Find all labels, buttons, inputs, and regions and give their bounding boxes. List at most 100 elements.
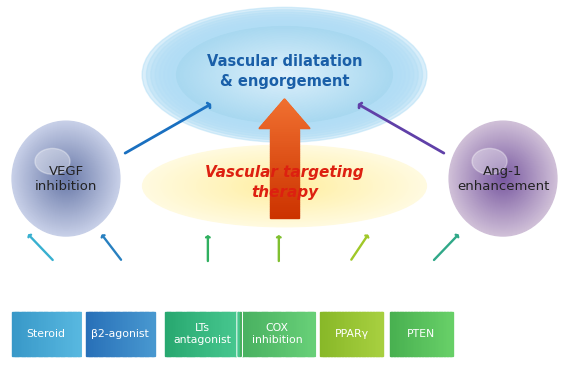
Bar (73, 312, 76, 356)
Ellipse shape (26, 135, 106, 222)
Ellipse shape (21, 131, 111, 227)
Bar (399, 312, 401, 356)
Bar (213, 312, 216, 356)
Polygon shape (267, 118, 302, 119)
Bar (24, 312, 26, 356)
Ellipse shape (198, 36, 371, 113)
Ellipse shape (180, 156, 389, 216)
Bar (270, 171, 299, 173)
Bar (271, 312, 274, 356)
Ellipse shape (500, 176, 506, 182)
Ellipse shape (484, 158, 522, 199)
Bar (403, 312, 406, 356)
Ellipse shape (164, 151, 405, 221)
Bar (390, 312, 391, 356)
Ellipse shape (55, 167, 77, 190)
Bar (125, 312, 127, 356)
Bar (377, 312, 378, 356)
Ellipse shape (187, 32, 382, 118)
Ellipse shape (174, 154, 395, 218)
Bar (88, 312, 90, 356)
Ellipse shape (54, 166, 77, 191)
Ellipse shape (217, 45, 352, 105)
Ellipse shape (37, 148, 94, 209)
Polygon shape (273, 112, 296, 113)
Text: PTEN: PTEN (407, 329, 435, 339)
Ellipse shape (249, 59, 320, 91)
Bar (50, 312, 52, 356)
Ellipse shape (472, 146, 534, 211)
Bar (378, 312, 380, 356)
Ellipse shape (485, 160, 521, 198)
Bar (405, 312, 407, 356)
Ellipse shape (241, 55, 328, 94)
Bar (270, 213, 299, 215)
Bar (270, 215, 299, 218)
Bar (53, 312, 55, 356)
Bar (93, 312, 95, 356)
Ellipse shape (466, 140, 540, 218)
Bar (228, 312, 230, 356)
Bar (255, 312, 257, 356)
Ellipse shape (151, 12, 418, 137)
Ellipse shape (258, 63, 311, 87)
Ellipse shape (261, 179, 308, 193)
Bar (224, 312, 226, 356)
Ellipse shape (178, 155, 391, 217)
Bar (303, 312, 306, 356)
Ellipse shape (242, 174, 327, 198)
Bar (270, 206, 299, 209)
Polygon shape (263, 123, 306, 124)
Bar (232, 312, 234, 356)
Ellipse shape (211, 42, 358, 108)
Polygon shape (265, 121, 304, 122)
Ellipse shape (496, 171, 510, 186)
Bar (430, 312, 432, 356)
Ellipse shape (254, 61, 315, 89)
Bar (134, 312, 136, 356)
Bar (120, 312, 122, 356)
Bar (408, 312, 410, 356)
Ellipse shape (146, 10, 423, 140)
Ellipse shape (501, 177, 505, 180)
Bar (151, 312, 153, 356)
Polygon shape (260, 126, 309, 127)
Bar (312, 312, 315, 356)
Bar (215, 312, 217, 356)
Bar (199, 312, 201, 356)
Bar (108, 312, 110, 356)
Ellipse shape (487, 161, 519, 196)
Bar (270, 184, 299, 186)
Ellipse shape (263, 180, 306, 192)
Ellipse shape (467, 140, 539, 217)
Bar (393, 312, 395, 356)
Polygon shape (269, 117, 300, 118)
Bar (26, 312, 28, 356)
Ellipse shape (28, 138, 104, 219)
Bar (46, 312, 48, 356)
Ellipse shape (228, 49, 341, 100)
Ellipse shape (489, 163, 517, 194)
Bar (172, 312, 175, 356)
Bar (249, 312, 252, 356)
Bar (195, 312, 197, 356)
Bar (270, 204, 299, 206)
Bar (27, 312, 30, 356)
Ellipse shape (213, 43, 356, 106)
Bar (339, 312, 341, 356)
Bar (20, 312, 23, 356)
Bar (139, 312, 141, 356)
Bar (418, 312, 420, 356)
Bar (367, 312, 369, 356)
Ellipse shape (463, 135, 543, 222)
Bar (41, 312, 43, 356)
Ellipse shape (452, 124, 554, 233)
Bar (137, 312, 139, 356)
Ellipse shape (228, 170, 341, 202)
Ellipse shape (23, 133, 109, 225)
Bar (270, 175, 299, 177)
Ellipse shape (232, 51, 337, 98)
Ellipse shape (15, 125, 116, 232)
Polygon shape (259, 128, 310, 129)
Ellipse shape (273, 183, 296, 189)
